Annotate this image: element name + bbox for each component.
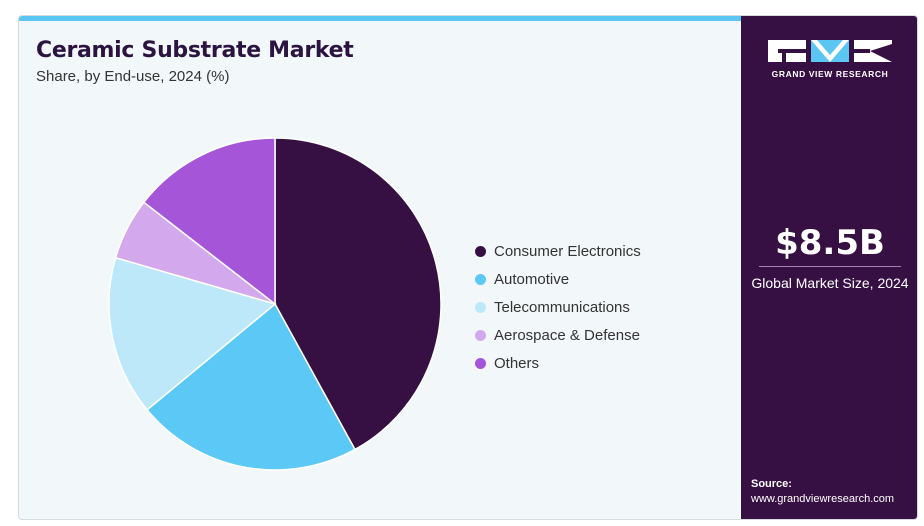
legend-label: Consumer Electronics [494, 242, 641, 260]
market-sidebar: GRAND VIEW RESEARCH $8.5B Global Market … [741, 16, 917, 519]
market-size-label: Global Market Size, 2024 [751, 275, 909, 291]
legend-label: Automotive [494, 270, 570, 288]
chart-title: Ceramic Substrate Market [36, 38, 354, 63]
source-label: Source: [751, 478, 792, 490]
gvr-logo: GRAND VIEW RESEARCH [767, 40, 893, 79]
pie-chart [108, 137, 442, 471]
chart-subtitle: Share, by End-use, 2024 (%) [36, 68, 230, 85]
pie-slice-consumer-electronics [274, 137, 442, 451]
legend-item-aerospace-and-defense: Aerospace & Defense [475, 321, 641, 349]
legend-label: Telecommunications [494, 298, 630, 316]
accent-bar [19, 16, 741, 21]
legend-swatch [475, 245, 486, 257]
divider [759, 266, 901, 267]
logo-v-mark [811, 40, 849, 62]
logo-r-mark [854, 40, 892, 62]
legend-swatch [475, 301, 486, 313]
legend-item-consumer-electronics: Consumer Electronics [475, 237, 641, 265]
logo-text: GRAND VIEW RESEARCH [771, 69, 889, 79]
chart-panel: Ceramic Substrate Market Share, by End-u… [19, 16, 741, 519]
pie-slice-telecommunications [108, 256, 277, 411]
legend-item-automotive: Automotive [475, 265, 641, 293]
pie-slice-automotive [146, 302, 356, 471]
legend-item-telecommunications: Telecommunications [475, 293, 641, 321]
legend-swatch [475, 273, 486, 285]
legend-label: Others [494, 354, 540, 372]
source-url[interactable]: www.grandviewresearch.com [751, 493, 895, 505]
logo-g-mark [768, 40, 806, 62]
market-size-value: $8.5B [775, 223, 885, 263]
legend-swatch [475, 357, 486, 369]
report-card: Ceramic Substrate Market Share, by End-u… [18, 15, 918, 520]
legend-swatch [475, 329, 486, 341]
chart-legend: Consumer Electronics Automotive Telecommun… [475, 237, 641, 377]
legend-item-others: Others [475, 349, 641, 377]
legend-label: Aerospace & Defense [494, 326, 640, 344]
pie-slice-others [142, 137, 276, 306]
